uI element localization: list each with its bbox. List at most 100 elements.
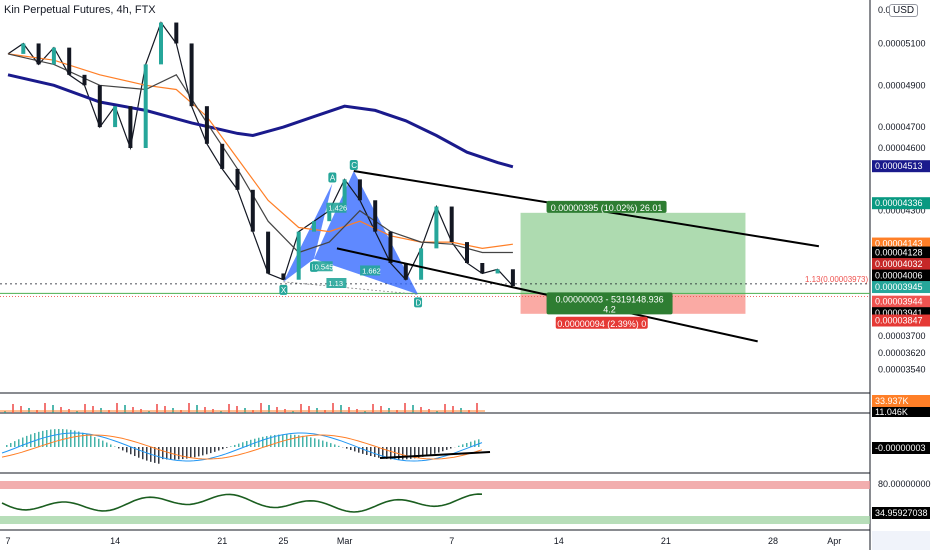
harmonic-point-box — [279, 284, 288, 295]
price-candle — [327, 210, 332, 222]
time-axis-label: 21 — [217, 536, 227, 546]
macd-histogram-bar — [98, 438, 100, 447]
macd-signal-line — [1, 434, 483, 460]
volume-value-label: 33.937K — [875, 396, 909, 406]
volume-bar — [132, 407, 134, 413]
macd-histogram-bar — [378, 447, 380, 458]
volume-bar — [228, 404, 230, 413]
macd-histogram-bar — [278, 434, 280, 447]
macd-trend-line — [379, 451, 491, 459]
volume-bar — [372, 404, 374, 413]
price-tick-label: 0.00004700 — [878, 122, 926, 132]
macd-histogram-bar — [370, 447, 372, 457]
time-axis-label: Apr — [827, 536, 841, 546]
price-candle — [174, 22, 179, 44]
volume-bar — [436, 411, 438, 413]
volume-bar — [420, 407, 422, 413]
macd-histogram-bar — [238, 443, 240, 447]
macd-histogram-bar — [266, 436, 268, 447]
macd-histogram-bar — [162, 447, 164, 460]
rsi-upper-label: 80.00000000 — [878, 479, 931, 489]
macd-histogram-bar — [142, 447, 144, 460]
volume-bar — [84, 404, 86, 413]
macd-histogram-bar — [314, 438, 316, 447]
macd-histogram-bar — [466, 443, 468, 447]
macd-histogram-bar — [106, 442, 108, 447]
macd-histogram-bar — [82, 432, 84, 447]
macd-histogram-bar — [258, 437, 260, 447]
price-candle — [82, 74, 87, 86]
price-candle — [36, 43, 41, 65]
macd-histogram-bar — [154, 447, 156, 463]
macd-histogram-bar — [446, 447, 448, 450]
macd-histogram-bar — [146, 447, 148, 461]
volume-bar — [404, 403, 406, 413]
harmonic-ratio-box — [326, 278, 347, 288]
price-tick-label: 0.00004300 — [878, 206, 926, 216]
macd-histogram-bar — [118, 447, 120, 449]
volume-bar — [292, 411, 294, 413]
volume-bar — [76, 411, 78, 413]
price-candle — [510, 269, 515, 286]
chart-title: Kin Perpetual Futures, 4h, FTX — [4, 4, 156, 16]
macd-histogram-bar — [274, 434, 276, 447]
price-tick-label: 0.00003620 — [878, 348, 926, 358]
harmonic-ratio-label: 1.13 — [328, 279, 343, 288]
price-badge — [872, 314, 930, 327]
macd-histogram-bar — [414, 447, 416, 459]
rsi-overbought-band — [0, 481, 870, 489]
volume-bar — [220, 411, 222, 413]
price-candle — [495, 269, 500, 274]
volume-value-box — [872, 395, 930, 407]
price-candle — [21, 43, 26, 54]
macd-histogram-bar — [246, 441, 248, 447]
time-axis-label: Mar — [337, 536, 353, 546]
macd-histogram-bar — [458, 445, 460, 447]
price-badge — [872, 246, 930, 259]
macd-histogram-bar — [10, 443, 12, 447]
time-axis-label: 21 — [661, 536, 671, 546]
macd-histogram-bar — [78, 431, 80, 447]
price-badge — [872, 269, 930, 282]
macd-histogram-bar — [6, 445, 8, 447]
volume-bar — [12, 404, 14, 413]
currency-toggle[interactable]: USD — [889, 4, 919, 17]
price-candle — [465, 242, 469, 263]
macd-histogram-bar — [134, 447, 136, 457]
macd-histogram-bar — [410, 447, 412, 459]
volume-bar — [340, 405, 342, 413]
price-candle — [373, 200, 378, 232]
rsi-oversold-band — [0, 516, 870, 524]
price-candle — [128, 106, 133, 148]
volume-bar — [20, 406, 22, 413]
macd-histogram-bar — [442, 447, 444, 452]
macd-line — [1, 432, 483, 462]
time-axis-label: 14 — [110, 536, 120, 546]
price-tick-label: 0.00003700 — [878, 331, 926, 341]
volume-bar — [124, 405, 126, 413]
macd-histogram-bar — [166, 447, 168, 460]
macd-histogram-bar — [290, 434, 292, 447]
position-info-label-box — [546, 292, 673, 315]
macd-histogram-bar — [262, 436, 264, 447]
price-badge — [872, 281, 930, 294]
macd-histogram-bar — [346, 447, 348, 449]
harmonic-xd-line — [283, 281, 419, 295]
position-stop-label: 0.00000094 (2.39%) 0 — [557, 319, 646, 329]
volume-bar — [4, 411, 6, 413]
macd-histogram-bar — [206, 447, 208, 455]
position-target-label: 0.00000395 (10.02%) 26.01 — [551, 203, 663, 213]
macd-histogram-bar — [234, 444, 236, 447]
position-info-label: 4.2 — [603, 304, 616, 314]
macd-histogram-bar — [242, 442, 244, 447]
price-badge-label: 0.00004006 — [875, 271, 923, 281]
macd-histogram-bar — [270, 435, 272, 447]
macd-histogram-bar — [130, 447, 132, 455]
macd-histogram-bar — [226, 447, 228, 448]
macd-histogram-bar — [470, 441, 472, 447]
time-axis-label: 25 — [278, 536, 288, 546]
price-badge-label: 0.00003945 — [875, 282, 923, 292]
macd-value-label: -0.00000003 — [875, 443, 926, 453]
price-badge-label: 0.00003941 — [875, 308, 923, 318]
